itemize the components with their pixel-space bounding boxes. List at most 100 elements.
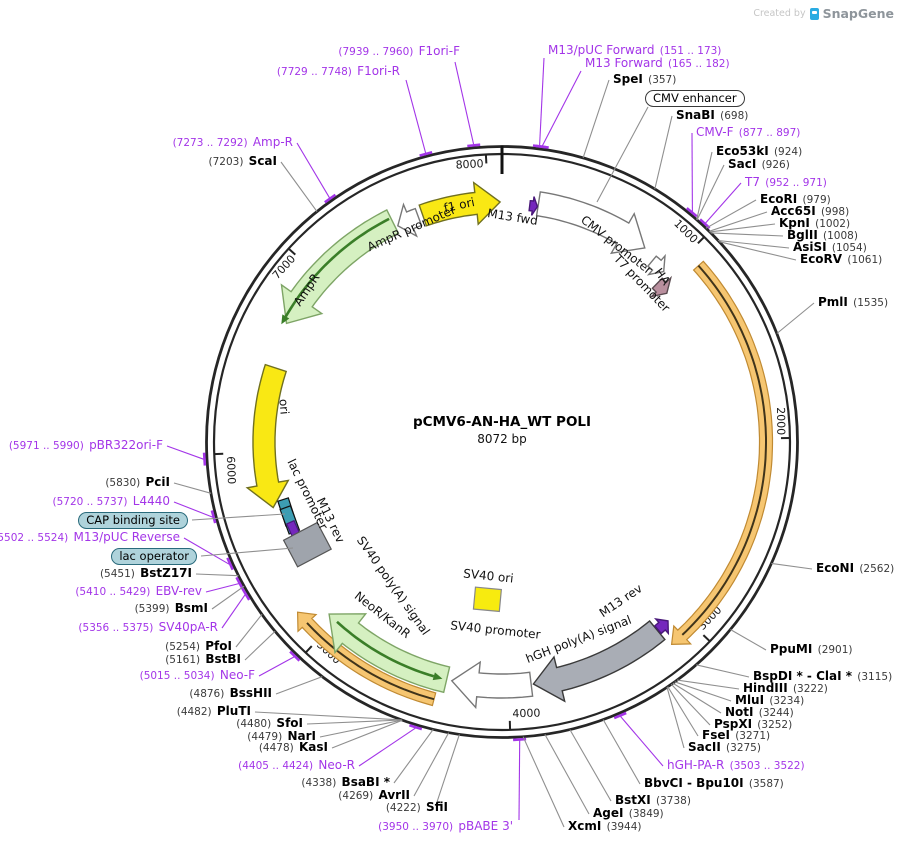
tick-mark-7000 — [287, 247, 296, 256]
leader-pbabe-3- — [518, 740, 521, 821]
primer-tick-m13-puc-reverse — [226, 557, 234, 571]
sv40-ori-label: SV40 ori — [463, 566, 515, 585]
snapgene-logo-icon — [809, 7, 819, 20]
watermark-prefix: Created by — [753, 8, 806, 19]
leader-pspxi — [670, 683, 711, 726]
primer-tick-ebv-rev — [235, 576, 244, 590]
plasmid-size: 8072 bp — [477, 432, 527, 446]
leader-mlui — [674, 681, 732, 702]
tick-mark-3000 — [702, 634, 711, 643]
primer-tick-l4440 — [210, 510, 217, 524]
leader-neo-f — [258, 656, 295, 677]
leader-eco53ki — [696, 151, 713, 220]
sv40-ori-box-rect — [472, 586, 503, 613]
tick-label-1000: 1000 — [671, 217, 700, 246]
leader-cap-binding-site — [191, 513, 286, 521]
ampr-arrow — [280, 209, 400, 325]
tick-label-7000: 7000 — [270, 252, 298, 281]
leader-econi — [771, 562, 813, 570]
f1-ori-arrow — [418, 181, 502, 227]
leader-ecori — [705, 199, 757, 229]
ampr-promoter-arrow — [396, 202, 423, 238]
plasmid-title-block: pCMV6-AN-HA_WT POLI 8072 bp — [413, 414, 591, 446]
leader-snabi — [654, 115, 673, 190]
m13-fwd-marker — [528, 196, 539, 216]
leader-f1ori-r — [405, 79, 427, 154]
primer-tick-amp-r — [324, 193, 337, 204]
neo-cds-arc — [296, 611, 437, 707]
leader-bsabi- — [393, 729, 434, 784]
leader-t7 — [705, 182, 742, 224]
primer-tick-neo-f — [289, 650, 301, 662]
primer-tick-neo-r — [409, 724, 423, 731]
leader-scai — [280, 161, 318, 212]
primer-tick-sv40pa-r — [241, 588, 251, 601]
leader-m13-puc-forward — [539, 57, 545, 146]
leader-pcii — [173, 482, 212, 494]
poli-cds-arc — [670, 260, 774, 646]
watermark-brand: SnapGene — [822, 6, 894, 21]
tick-mark-1000 — [697, 236, 705, 245]
primer-tick-m13-forward — [535, 144, 549, 149]
f1-ori-label: f1 ori — [442, 195, 476, 215]
leader-m13-forward — [541, 70, 582, 146]
tick-label-4000: 4000 — [512, 707, 540, 721]
leader-sacii — [666, 687, 685, 749]
neo-cds-arc-midline — [306, 622, 435, 701]
tick-mark-8000 — [484, 154, 488, 164]
ori-label: ori — [276, 398, 291, 415]
leader-spei — [582, 79, 610, 158]
leader-neo-r — [358, 727, 416, 767]
neor-inner-arrow-head — [432, 672, 443, 681]
leader-hindiii — [676, 679, 740, 690]
t7-promoter-arrow — [646, 253, 666, 276]
leader-sfoi — [306, 719, 402, 725]
cmv-promoter-arrow — [535, 191, 646, 255]
leader-m13-puc-reverse — [183, 537, 230, 565]
sv40-polya-box-rect — [282, 521, 333, 568]
m13-rev-marker-right — [653, 618, 670, 636]
leader-nari — [319, 719, 403, 738]
primer-tick-hgh-pa-r — [613, 711, 627, 720]
leader-hgh-pa-r — [620, 716, 664, 767]
leader-f1ori-f — [454, 61, 475, 145]
ori-arrow — [245, 363, 290, 509]
leader-bsmi — [211, 585, 245, 610]
ha-tag-arrow — [649, 275, 672, 298]
leader-amp-r — [296, 142, 330, 199]
leader-bglii — [710, 232, 784, 237]
snapgene-watermark: Created by SnapGene — [753, 6, 894, 21]
leader-sfii — [436, 734, 460, 803]
m13-rev-right-label: M13 rev — [597, 581, 645, 620]
tick-label-2000: 2000 — [774, 407, 787, 435]
leader-cmv-enhancer — [596, 106, 649, 203]
ampr-inner-arrow-head — [281, 314, 290, 325]
poli-cds-arc-midline — [681, 264, 767, 636]
hgh-polya-arrow — [532, 620, 666, 703]
leader-lac-operator — [200, 547, 294, 557]
leader-bbvci-bpu10i — [602, 719, 641, 785]
leader-noti — [672, 682, 722, 714]
leader-bstbi — [244, 630, 276, 661]
leader-ecorv — [719, 241, 797, 261]
leader-ppumi — [730, 629, 767, 651]
leader-bstz17i — [195, 573, 239, 577]
leader-pluti — [254, 711, 402, 721]
sv40-promoter-label: SV40 promoter — [450, 618, 542, 641]
primer-tick-f1ori-r — [419, 150, 433, 157]
leader-asisi — [718, 239, 790, 249]
sv40-promoter-arrow — [450, 660, 534, 710]
tick-label-6000: 6000 — [224, 456, 238, 485]
leader-avrii — [413, 732, 450, 797]
leader-agei — [544, 734, 590, 815]
leader-pfoi — [235, 613, 263, 648]
ampr-inner-arrow — [284, 217, 390, 318]
tick-label-8000: 8000 — [455, 157, 484, 172]
leader-pbr322ori-f — [166, 445, 204, 460]
leader-kpni — [709, 223, 776, 233]
leader-l4440 — [173, 501, 213, 518]
leader-bstxi — [569, 729, 612, 802]
tick-mark-5000 — [304, 645, 313, 654]
